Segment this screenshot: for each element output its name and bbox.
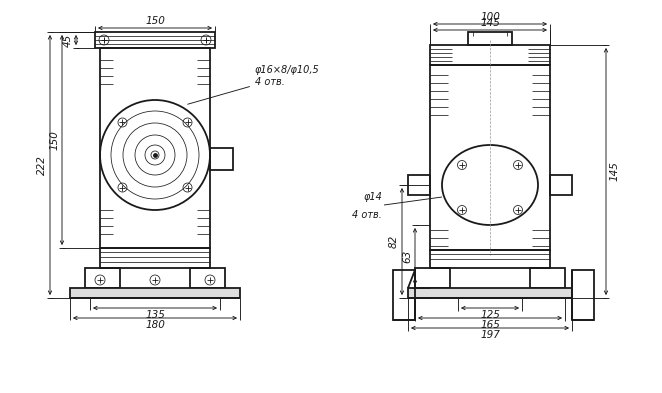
Bar <box>85 268 120 288</box>
Text: 180: 180 <box>145 320 165 330</box>
Text: 45: 45 <box>63 33 73 47</box>
Text: 63: 63 <box>402 250 412 263</box>
Bar <box>550 175 572 195</box>
Bar <box>530 268 565 288</box>
Bar <box>430 250 550 268</box>
Bar <box>430 65 550 250</box>
Bar <box>100 48 210 248</box>
Bar <box>100 248 210 268</box>
Text: 150: 150 <box>145 16 165 26</box>
Text: 145: 145 <box>610 162 620 182</box>
Bar <box>415 268 450 288</box>
Text: φ16×8/φ10,5
4 отв.: φ16×8/φ10,5 4 отв. <box>187 65 320 104</box>
Bar <box>408 175 430 195</box>
Bar <box>190 268 225 288</box>
Text: 4 отв.: 4 отв. <box>352 210 382 220</box>
Bar <box>70 288 240 298</box>
Text: 135: 135 <box>145 310 165 320</box>
Text: φ14: φ14 <box>363 192 382 202</box>
Bar <box>430 45 550 65</box>
Bar <box>210 148 233 170</box>
Text: 145: 145 <box>480 18 500 28</box>
Text: 100: 100 <box>480 12 500 22</box>
Bar <box>408 288 572 298</box>
Bar <box>572 270 594 320</box>
Text: 222: 222 <box>37 155 47 175</box>
Bar <box>95 32 215 48</box>
Bar <box>393 270 415 320</box>
Bar <box>468 32 512 45</box>
Text: 197: 197 <box>480 330 500 340</box>
Text: 125: 125 <box>480 310 500 320</box>
Text: 150: 150 <box>49 130 59 150</box>
Text: 82: 82 <box>389 235 399 248</box>
Text: 165: 165 <box>480 320 500 330</box>
